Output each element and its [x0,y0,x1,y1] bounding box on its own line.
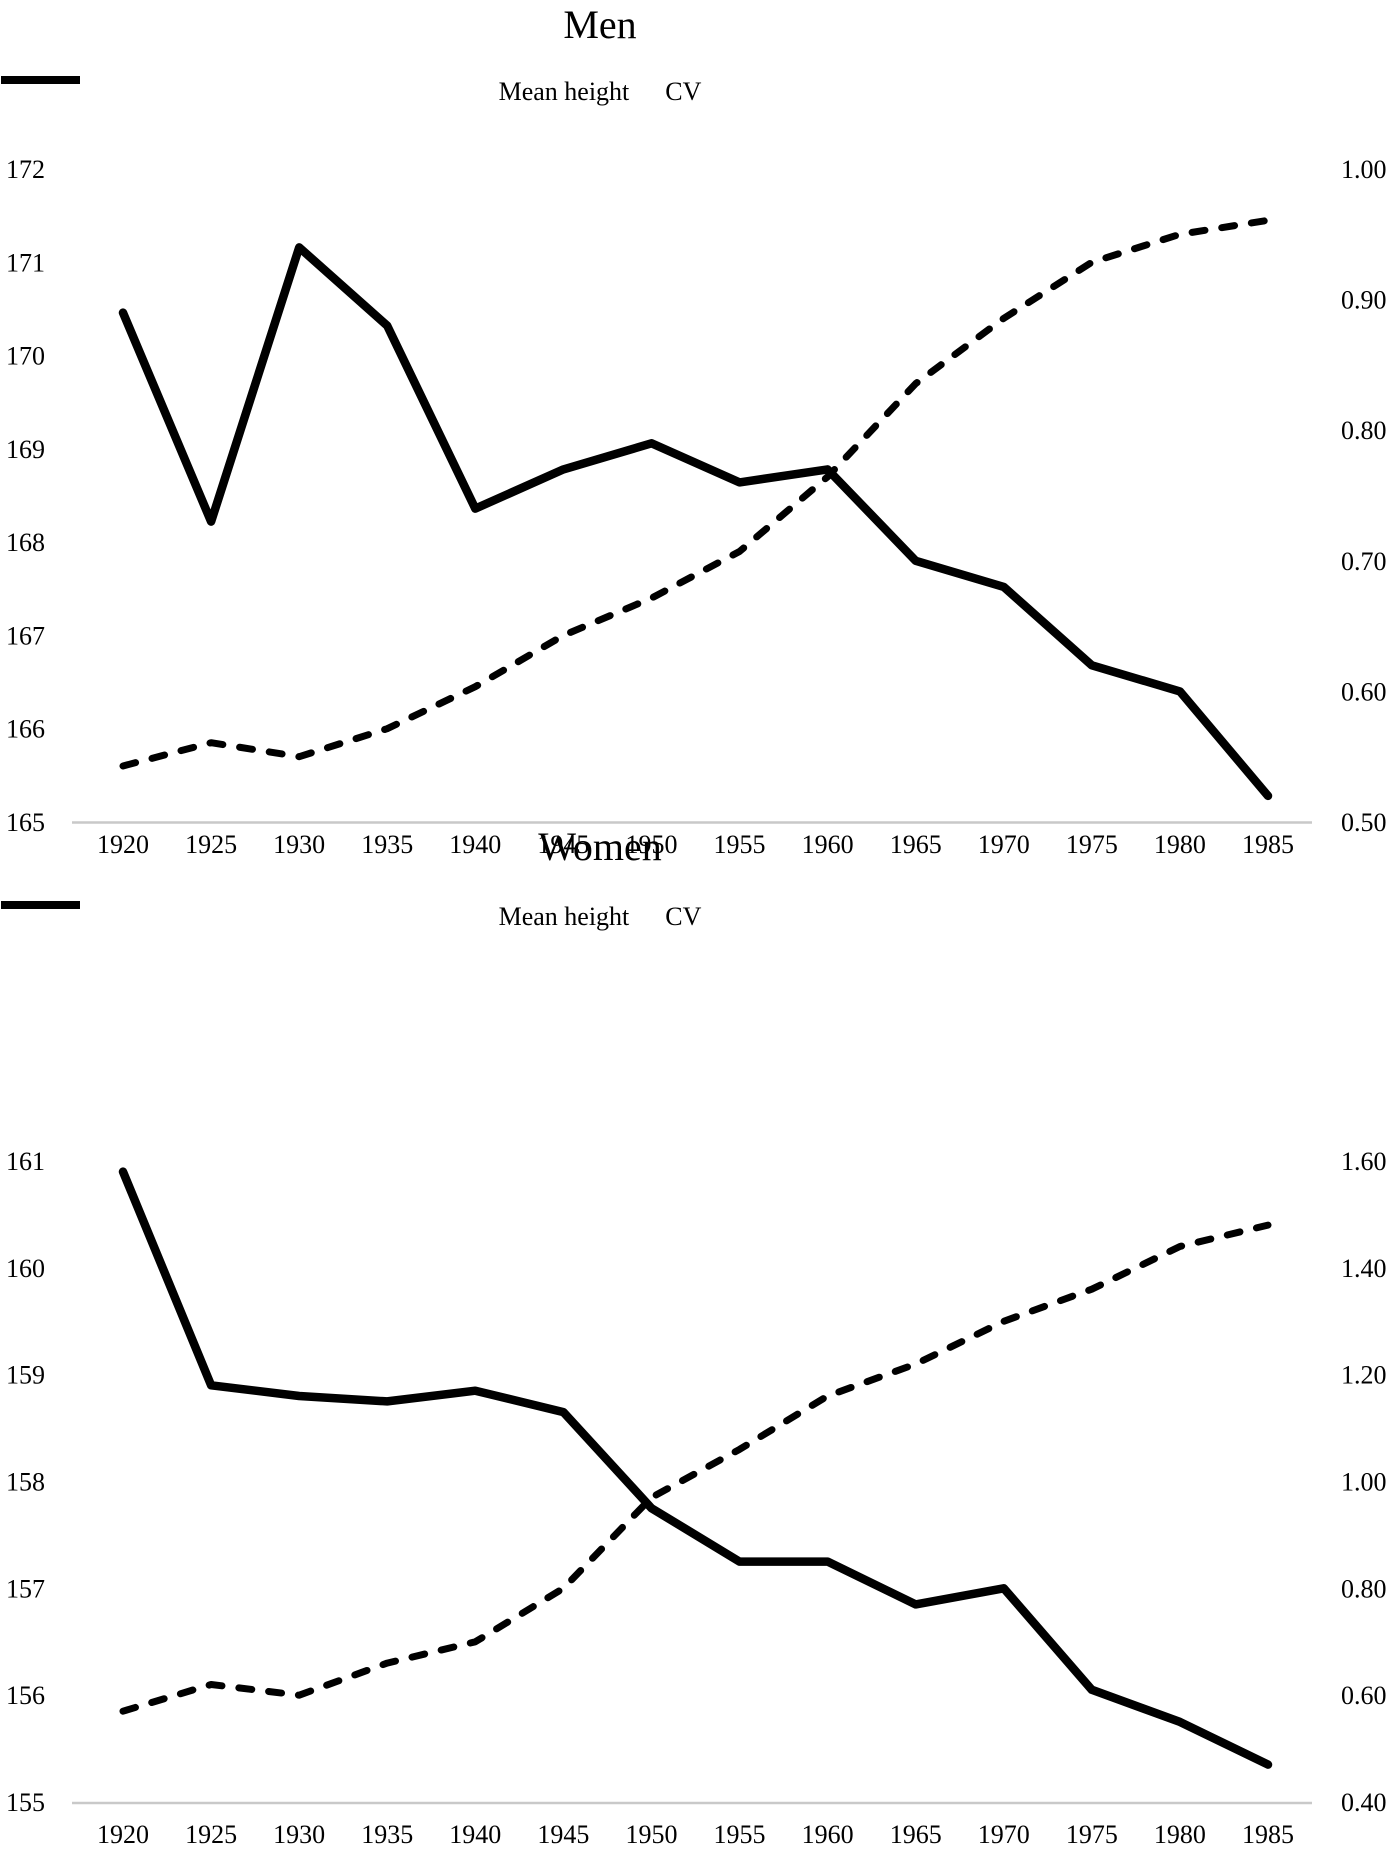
men-x-axis-tick-label: 1945 [537,830,589,859]
women-x-axis-tick-label: 1965 [890,1820,942,1849]
men-chart-title: Men [563,2,637,47]
men-right-axis-tick-label: 0.80 [1341,416,1387,445]
women-right-axis-tick-label: 1.20 [1341,1361,1387,1390]
women-x-axis-tick-label: 1955 [714,1820,766,1849]
women-chart: 155 156 157 158 159 160 161 0.40 0.60 0.80 1.00 1.2… [6,1147,1387,1849]
men-left-axis-tick-label: 165 [6,808,45,837]
men-left-axis-tick-label: 168 [6,528,45,557]
women-x-axis-tick-label: 1970 [978,1820,1030,1849]
women-right-axis-tick-label: 0.80 [1341,1574,1387,1603]
women-x-axis-tick-label: 1920 [97,1820,149,1849]
women-x-axis-tick-label: 1935 [361,1820,413,1849]
women-right-axis-tick-label: 0.40 [1341,1788,1387,1817]
men-x-axis-tick-label: 1985 [1242,830,1294,859]
men-right-axis-tick-label: 0.60 [1341,677,1387,706]
women-x-axis-tick-label: 1960 [802,1820,854,1849]
men-x-axis-tick-label: 1970 [978,830,1030,859]
men-cv-line [118,243,1273,801]
women-x-axis-tick-label: 1930 [273,1820,325,1849]
men-x-axis-tick-label: 1955 [714,830,766,859]
women-left-axis-tick-label: 157 [6,1574,45,1603]
men-left-axis-tick-label: 169 [6,435,45,464]
women-cv-line [118,1167,1273,1769]
women-left-axis-tick-label: 156 [6,1681,45,1710]
men-x-axis-tick-label: 1965 [890,830,942,859]
women-left-axis-tick-label: 160 [6,1254,45,1283]
men-left-axis-tick-label: 167 [6,621,45,650]
men-left-axis-tick-label: 172 [6,155,45,184]
solid-line-swatch-icon [1,901,80,909]
women-x-axis-tick-label: 1950 [625,1820,677,1849]
women-x-axis-tick-label: 1925 [185,1820,237,1849]
men-left-axis-tick-label: 166 [6,715,45,744]
men-right-axis-tick-label: 0.70 [1341,547,1387,576]
men-left-axis-tick-label: 171 [6,248,45,277]
women-right-axis-tick-label: 1.40 [1341,1254,1387,1283]
women-legend-item-mean-height: Mean height [1,901,630,931]
women-left-axis-tick-label: 155 [6,1788,45,1817]
women-chart-title: Women [538,824,662,869]
solid-line-swatch-icon [1,76,80,84]
women-left-axis-tick-label: 161 [6,1147,45,1176]
men-right-axis-tick-label: 1.00 [1341,155,1387,184]
women-x-axis-tick-label: 1975 [1066,1820,1118,1849]
women-right-axis-tick-label: 0.60 [1341,1681,1387,1710]
men-x-axis-tick-label: 1930 [273,830,325,859]
men-x-axis-tick-label: 1920 [97,830,149,859]
women-x-axis-tick-label: 1985 [1242,1820,1294,1849]
women-x-axis-tick-label: 1945 [537,1820,589,1849]
women-right-axis-tick-label: 1.00 [1341,1468,1387,1497]
men-x-axis-tick-label: 1975 [1066,830,1118,859]
women-right-axis-tick-label: 1.60 [1341,1147,1387,1176]
women-legend-item-cv: CV [1,901,702,931]
men-chart: 165 166 167 168 169 170 171 172 0.50 0.60 0.70 0.80… [6,155,1387,859]
men-left-axis-tick-label: 170 [6,342,45,371]
women-mean-height-line [119,1221,1272,1715]
women-x-axis-tick-label: 1940 [449,1820,501,1849]
women-legend: Mean height CV [0,900,1200,934]
men-legend-item-mean-height: Mean height [1,76,630,106]
men-right-axis-tick-label: 0.50 [1341,808,1387,837]
men-x-axis-tick-label: 1925 [185,830,237,859]
men-right-axis-tick-label: 0.90 [1341,286,1387,315]
men-legend-label-mean-height: Mean height [498,77,630,106]
men-legend-item-cv: CV [1,76,702,106]
women-x-axis-tick-label: 1980 [1154,1820,1206,1849]
men-x-axis-tick-label: 1980 [1154,830,1206,859]
men-x-axis-tick-label: 1935 [361,830,413,859]
women-legend-label-mean-height: Mean height [498,902,630,931]
men-mean-height-line [119,216,1272,770]
women-legend-label-cv: CV [665,902,702,931]
men-legend-label-cv: CV [665,77,702,106]
men-x-axis-tick-label: 1950 [625,830,677,859]
women-left-axis-tick-label: 158 [6,1468,45,1497]
men-x-axis-tick-label: 1940 [449,830,501,859]
women-left-axis-tick-label: 159 [6,1361,45,1390]
men-x-axis-tick-label: 1960 [802,830,854,859]
men-legend: Mean height CV [0,75,1200,109]
